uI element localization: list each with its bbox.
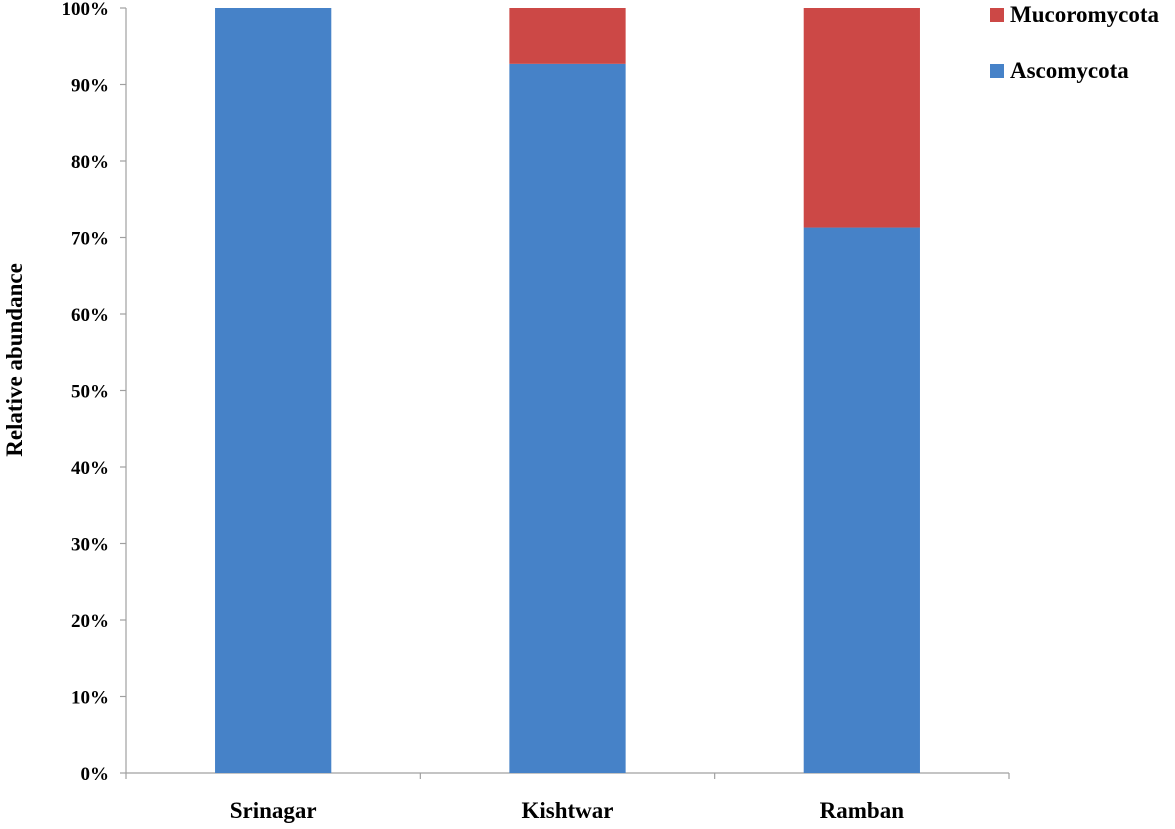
- legend-swatch-mucoromycota: [990, 8, 1004, 22]
- bar-mucoromycota-kishtwar: [509, 8, 626, 64]
- bar-ascomycota-ramban: [803, 227, 920, 773]
- y-tick-label: 70%: [71, 229, 109, 250]
- y-tick-label: 80%: [71, 152, 109, 173]
- y-tick-label: 40%: [71, 458, 109, 479]
- x-tick-label: Ramban: [820, 798, 905, 823]
- x-tick-label: Kishtwar: [522, 798, 614, 823]
- y-tick-label: 0%: [81, 764, 110, 785]
- y-tick-label: 30%: [71, 535, 109, 556]
- x-tick-label: Srinagar: [230, 798, 317, 823]
- y-tick-label: 90%: [71, 76, 109, 97]
- bar-mucoromycota-ramban: [803, 8, 920, 228]
- y-tick-label: 20%: [71, 611, 109, 632]
- y-axis-title: Relative abundance: [2, 263, 27, 457]
- bar-ascomycota-kishtwar: [509, 63, 626, 774]
- legend-label-mucoromycota: Mucoromycota: [1010, 2, 1160, 27]
- bar-ascomycota-srinagar: [215, 8, 332, 773]
- legend-swatch-ascomycota: [990, 64, 1004, 78]
- y-tick-label: 10%: [71, 688, 109, 709]
- y-tick-label: 100%: [62, 0, 110, 20]
- y-tick-label: 50%: [71, 382, 109, 403]
- legend-label-ascomycota: Ascomycota: [1010, 58, 1129, 83]
- y-tick-label: 60%: [71, 305, 109, 326]
